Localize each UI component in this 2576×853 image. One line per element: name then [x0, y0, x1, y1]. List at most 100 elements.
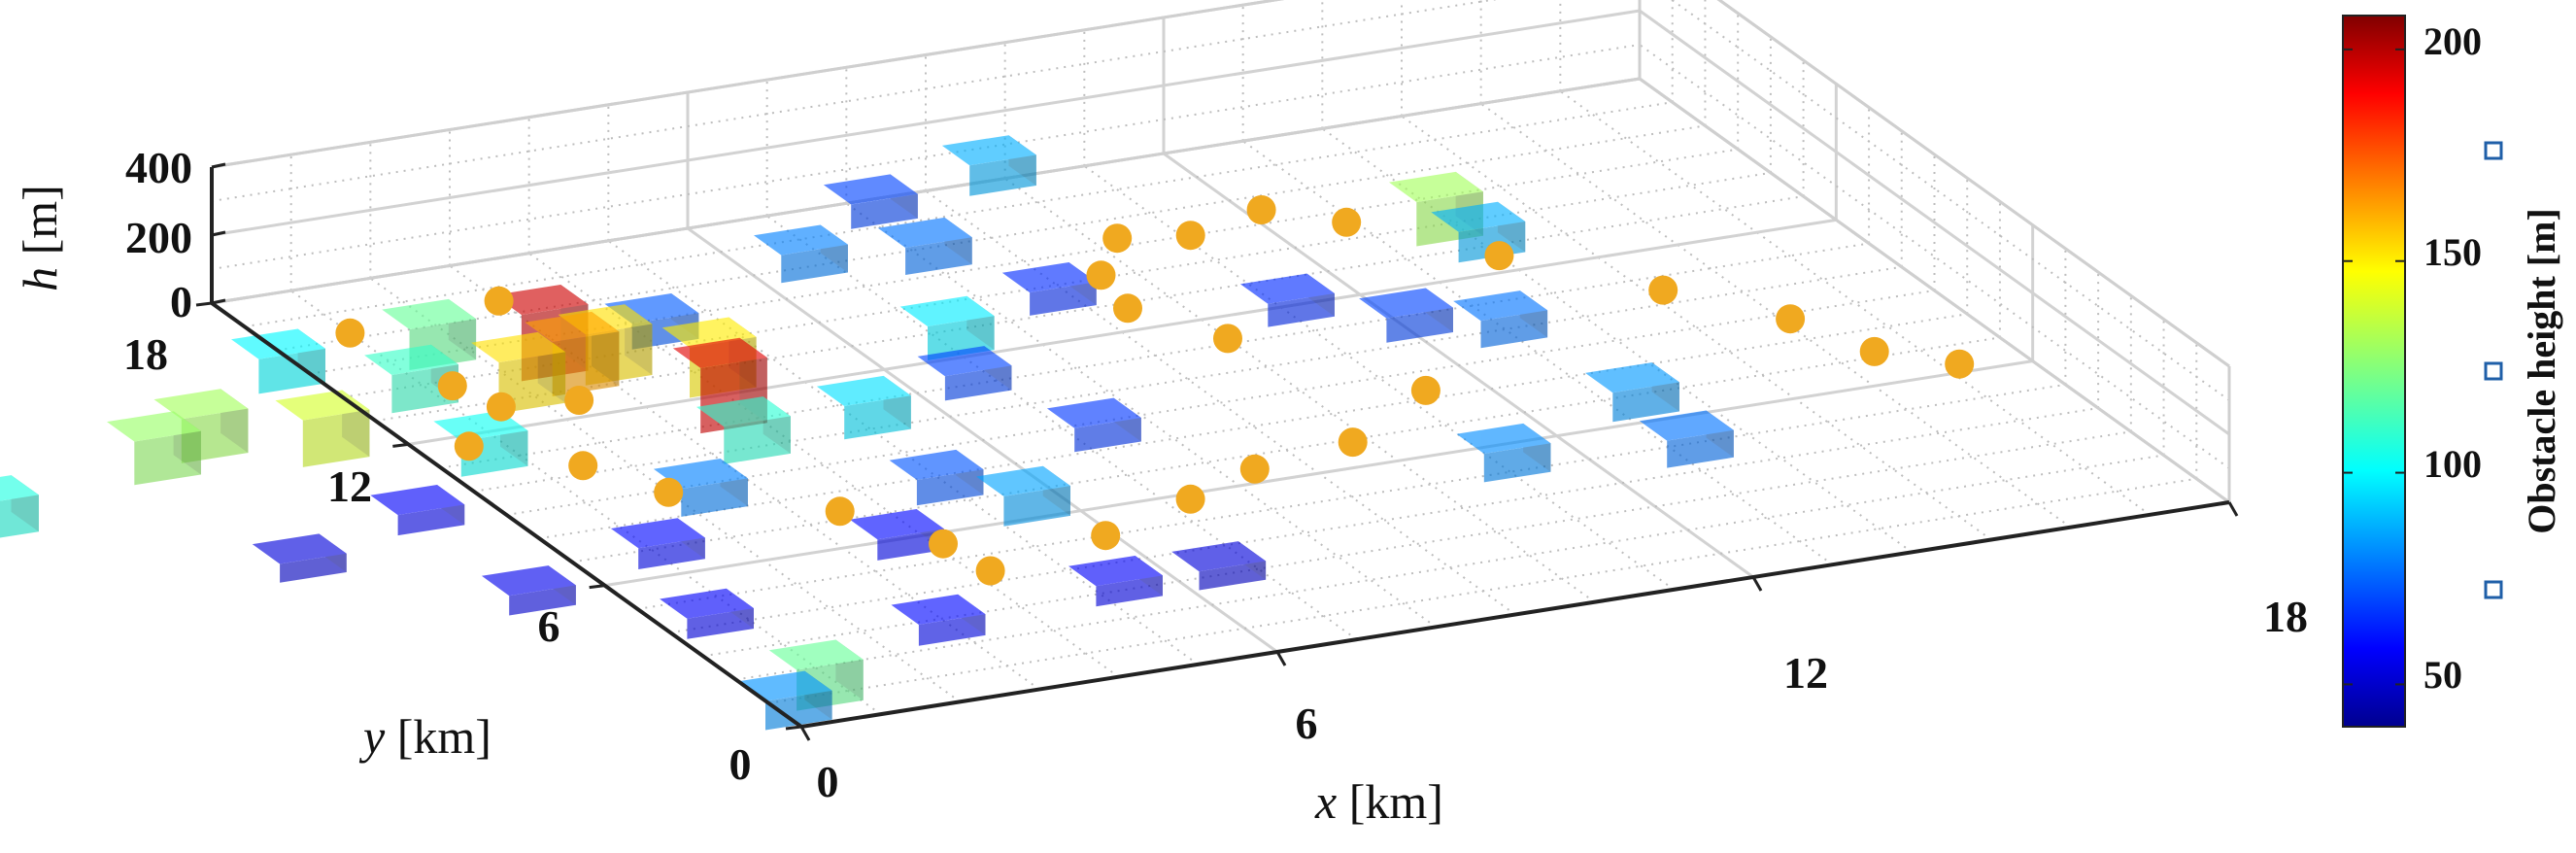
- obstacle-box: [917, 346, 1012, 401]
- y-tick-mark: [785, 725, 802, 731]
- obstacle-box: [1456, 423, 1551, 483]
- right-wall-gridline: [1670, 0, 2230, 401]
- x-tick-label: 18: [2263, 592, 2308, 641]
- floor-gridline-y: [277, 124, 1706, 352]
- floor-gridline-y: [735, 454, 2164, 681]
- floor-gridline-y: [440, 242, 1870, 469]
- box-edge: [211, 77, 1641, 305]
- colorbar: 50 100 150 200 Obstacle height [m]: [2342, 15, 2563, 728]
- y-tick-label: 0: [729, 739, 752, 789]
- obstacle-box: [737, 670, 832, 731]
- floor-gridline-y: [244, 101, 1673, 328]
- obstacle-top-face: [481, 565, 576, 597]
- obstacle-top-face: [1431, 201, 1526, 232]
- obstacle-box: [0, 475, 39, 538]
- axes-box-edges: [210, 0, 2231, 504]
- obstacle-top-face: [889, 449, 984, 480]
- y-tick-mark: [195, 301, 213, 307]
- y-axis-label-var: y: [358, 709, 386, 764]
- obstacle-box: [275, 390, 370, 467]
- obstacle-markers: [0, 135, 1734, 731]
- obstacle-box: [1068, 556, 1163, 607]
- obstacle-top-face: [941, 135, 1036, 166]
- waypoint-marker: [1239, 454, 1270, 484]
- obstacle-top-face: [364, 344, 458, 375]
- obstacle-box: [1046, 397, 1141, 453]
- obstacle-box: [754, 224, 848, 284]
- colorbar-marker: [2484, 361, 2503, 381]
- colorbar-marker: [2484, 141, 2503, 160]
- obstacle-top-face: [1453, 290, 1548, 322]
- waypoint-marker: [335, 318, 365, 348]
- colorbar-tick-label: 200: [2423, 19, 2482, 63]
- right-wall-gridline: [1639, 44, 2230, 469]
- obstacle-top-face: [1239, 273, 1335, 304]
- x-tick-label: 12: [1783, 648, 1828, 698]
- obstacle-box: [660, 588, 754, 639]
- floor-gridline-y: [408, 218, 1837, 446]
- z-axis-label-unit: [m]: [13, 185, 67, 255]
- obstacle-top-face: [877, 217, 972, 248]
- right-wall-gridline: [1716, 0, 2230, 368]
- y-axis-label-unit: [km]: [397, 709, 491, 764]
- z-axis-label-var: h: [13, 267, 67, 291]
- obstacle-box: [1359, 288, 1453, 343]
- back-wall-gridline: [211, 0, 1285, 169]
- obstacle-top-face: [672, 337, 767, 368]
- colorbar-marker: [2484, 580, 2503, 599]
- obstacle-top-face: [660, 588, 754, 619]
- obstacle-box: [1171, 541, 1267, 591]
- waypoint-marker: [654, 477, 684, 507]
- waypoint-marker: [1859, 336, 1889, 366]
- obstacle-top-face: [610, 518, 705, 549]
- waypoint-marker: [484, 286, 514, 316]
- obstacle-box: [768, 639, 864, 711]
- obstacle-box: [107, 411, 201, 486]
- floor-gridline-y: [669, 407, 2099, 634]
- floor-gridline-y: [571, 336, 2001, 563]
- colorbar-tick-label: 100: [2423, 442, 2482, 486]
- floor-gridline-y: [604, 359, 2033, 588]
- obstacle-box: [877, 217, 972, 275]
- colorbar-ticks: [2343, 48, 2405, 686]
- obstacle-top-face: [252, 533, 347, 564]
- obstacle-box: [889, 449, 984, 506]
- obstacle-top-face: [471, 331, 566, 363]
- waypoint-markers: [335, 195, 1975, 586]
- box-edge: [1639, 77, 2230, 504]
- floor-gridline-x: [1242, 140, 1834, 565]
- z-tick-mark: [211, 230, 226, 237]
- obstacle-box: [481, 565, 576, 616]
- z-tick-label: 200: [125, 213, 192, 262]
- waypoint-marker: [1410, 375, 1441, 405]
- obstacle-box: [899, 295, 995, 360]
- obstacle-front-face: [1199, 561, 1267, 591]
- obstacle-top-face: [1389, 171, 1483, 202]
- waypoint-marker: [929, 529, 958, 559]
- obstacle-box: [1585, 362, 1679, 423]
- obstacle-top-face: [1001, 262, 1097, 293]
- floor-gridline-x: [1480, 102, 2072, 529]
- obstacle-box: [525, 311, 620, 396]
- obstacle-top-face: [768, 639, 864, 670]
- waypoint-marker: [1175, 221, 1205, 251]
- y-tick-mark: [392, 442, 409, 448]
- colorbar-gradient: [2342, 15, 2406, 728]
- obstacle-top-face: [1456, 423, 1551, 454]
- obstacle-box: [370, 485, 465, 536]
- waypoint-marker: [568, 451, 598, 481]
- y-tick-label: 18: [123, 329, 168, 379]
- waypoint-marker: [1086, 260, 1116, 290]
- obstacle-box: [610, 518, 705, 569]
- waypoint-marker: [975, 556, 1005, 586]
- z-tick-label: 400: [125, 143, 192, 192]
- obstacle-front-face: [280, 553, 347, 583]
- obstacle-top-face: [1359, 288, 1453, 319]
- waypoint-marker: [1776, 304, 1806, 334]
- waypoint-marker: [1213, 324, 1242, 354]
- y-tick-label: 12: [327, 461, 372, 511]
- obstacle-top-face: [976, 465, 1070, 496]
- x-axis-line: [800, 500, 2230, 729]
- x-tick-mark: [1751, 576, 1763, 592]
